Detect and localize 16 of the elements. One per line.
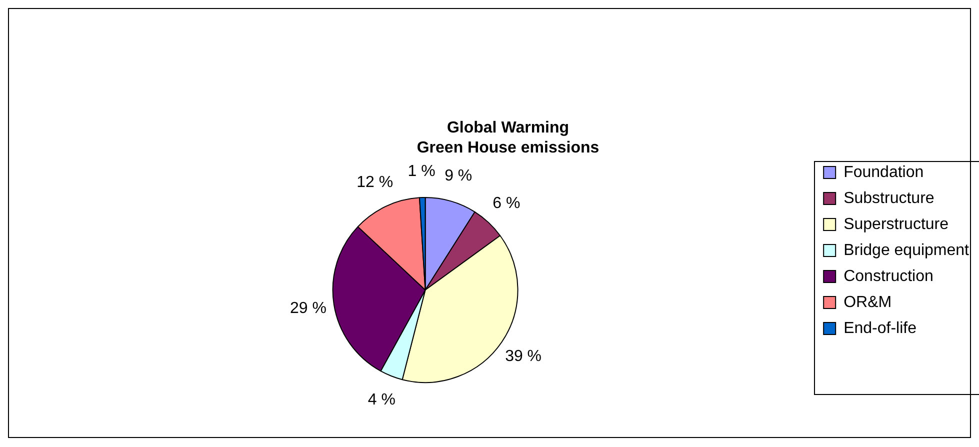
- data-label: 6 %: [492, 195, 520, 212]
- text: Global Warming: [446, 119, 570, 136]
- legend-label: Substructure: [844, 190, 934, 207]
- text: Green House emissions: [416, 139, 600, 156]
- legend-label: Foundation: [844, 164, 924, 181]
- legend-label: Bridge equipment: [844, 242, 970, 259]
- data-label: 39 %: [505, 348, 542, 366]
- legend-label: End-of-life: [844, 320, 917, 337]
- data-label: 4 %: [368, 392, 396, 409]
- data-label: 29 %: [290, 300, 326, 317]
- data-label: 1 %: [408, 162, 436, 180]
- data-label: 9 %: [444, 168, 472, 185]
- data-label: 12 %: [356, 174, 394, 192]
- legend-label: Superstructure: [844, 216, 949, 233]
- legend-label: OR&M: [844, 294, 892, 311]
- legend-label: Construction: [844, 268, 934, 285]
